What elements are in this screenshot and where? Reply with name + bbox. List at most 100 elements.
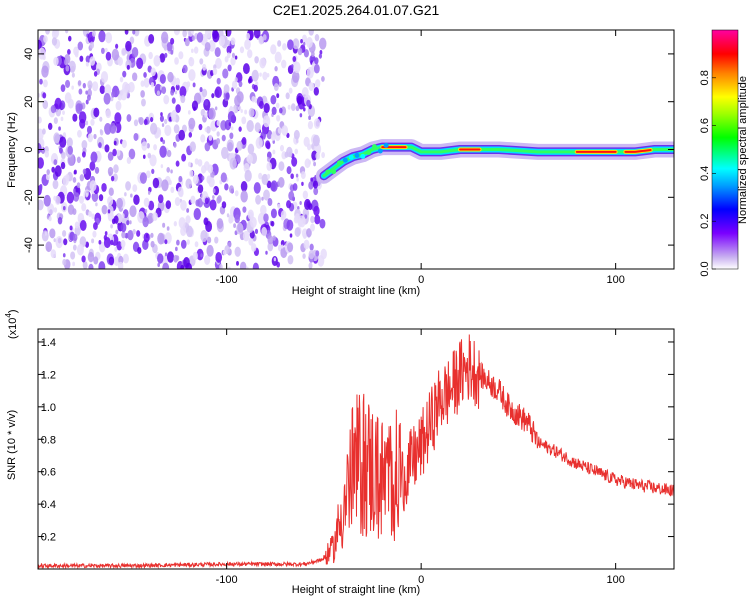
noise-blob xyxy=(197,184,204,194)
noise-blob xyxy=(233,223,237,228)
noise-blob xyxy=(163,94,170,105)
noise-blob xyxy=(65,79,71,88)
noise-blob xyxy=(160,164,164,169)
noise-blob xyxy=(70,157,74,163)
noise-blob xyxy=(214,47,221,58)
noise-blob xyxy=(303,107,306,112)
spectrogram-xtick-label: 0 xyxy=(418,274,424,286)
noise-blob xyxy=(271,106,277,115)
noise-blob xyxy=(87,80,93,89)
noise-blob xyxy=(104,231,108,236)
noise-blob xyxy=(161,31,169,44)
noise-blob xyxy=(142,154,146,159)
noise-blob xyxy=(288,151,293,158)
noise-blob xyxy=(291,64,294,69)
noise-blob xyxy=(73,169,77,175)
noise-blob xyxy=(129,220,132,225)
noise-blob xyxy=(199,86,203,93)
noise-blob xyxy=(82,82,87,89)
noise-blob xyxy=(166,226,170,231)
noise-blob xyxy=(253,182,261,194)
noise-blob xyxy=(125,40,132,52)
noise-blob xyxy=(216,77,221,85)
noise-blob xyxy=(234,55,238,60)
noise-blob xyxy=(79,55,84,62)
colorbar-tick-label: 0.4 xyxy=(699,166,711,181)
noise-blob xyxy=(112,148,117,157)
noise-blob xyxy=(216,131,220,137)
noise-blob xyxy=(81,255,86,263)
noise-blob xyxy=(184,38,190,47)
noise-blob xyxy=(246,120,254,133)
noise-blob xyxy=(87,133,93,143)
noise-blob xyxy=(304,198,311,211)
colorbar-ticks: 0.0 0.2 0.4 0.6 0.8 xyxy=(699,70,716,277)
noise-blob xyxy=(76,243,85,256)
noise-blob xyxy=(152,212,158,221)
noise-blob xyxy=(186,225,194,238)
noise-blob xyxy=(272,149,276,155)
noise-blob xyxy=(175,104,181,113)
noise-blob xyxy=(242,63,250,75)
noise-blob xyxy=(93,256,99,265)
noise-blob xyxy=(247,78,252,84)
noise-blob xyxy=(92,230,97,238)
noise-blob xyxy=(309,243,314,251)
noise-blob xyxy=(263,102,270,114)
noise-blob xyxy=(244,39,251,50)
noise-blob xyxy=(144,208,148,214)
noise-blob xyxy=(204,41,211,52)
noise-blob xyxy=(204,99,209,106)
noise-blob xyxy=(54,97,62,110)
noise-blob xyxy=(42,100,49,110)
noise-blob xyxy=(133,194,140,205)
noise-blob xyxy=(296,177,299,182)
noise-blob xyxy=(175,160,180,167)
noise-blob xyxy=(143,119,148,126)
noise-blob xyxy=(245,266,249,269)
noise-blob xyxy=(129,36,135,44)
noise-blob xyxy=(92,81,99,92)
noise-blob xyxy=(130,193,133,198)
noise-blob xyxy=(248,237,254,246)
noise-blob xyxy=(200,230,208,243)
noise-blob xyxy=(187,110,191,115)
noise-blob xyxy=(71,85,74,90)
noise-blob xyxy=(55,235,63,249)
noise-blob xyxy=(58,126,61,131)
noise-blob xyxy=(219,264,223,269)
noise-blob xyxy=(261,226,268,237)
noise-blob xyxy=(287,104,291,110)
snr-panel: -100 0 100 0.2 0.4 0.6 0.8 1.0 1.2 1.4 Height of … xyxy=(4,309,675,596)
spectrogram-ytick-label: 20 xyxy=(23,96,35,108)
noise-blob xyxy=(53,117,58,125)
noise-blob xyxy=(85,55,91,64)
spectrogram-xlabel: Height of straight line (km) xyxy=(292,285,420,297)
noise-blob xyxy=(64,58,69,66)
noise-blob xyxy=(254,56,259,64)
noise-blob xyxy=(121,231,126,239)
noise-blob xyxy=(188,56,195,67)
noise-blob xyxy=(44,150,50,158)
noise-blob xyxy=(164,52,168,58)
noise-blob xyxy=(50,104,56,114)
noise-blob xyxy=(226,139,235,152)
noise-blob xyxy=(45,30,50,35)
noise-blob xyxy=(215,57,222,69)
noise-blob xyxy=(121,213,125,219)
noise-blob xyxy=(212,188,216,194)
noise-blob xyxy=(167,71,174,83)
noise-blob xyxy=(115,100,122,111)
noise-blob xyxy=(175,246,178,252)
noise-blob xyxy=(191,100,199,111)
noise-blob xyxy=(265,115,270,121)
noise-blob xyxy=(78,111,87,124)
noise-blob xyxy=(47,122,53,131)
multiplier-close: ) xyxy=(7,309,19,313)
noise-blob xyxy=(303,136,310,147)
noise-blob xyxy=(165,200,172,210)
noise-blob xyxy=(91,213,95,220)
noise-blob xyxy=(192,82,196,88)
noise-blob xyxy=(197,159,203,167)
noise-blob xyxy=(186,81,191,88)
